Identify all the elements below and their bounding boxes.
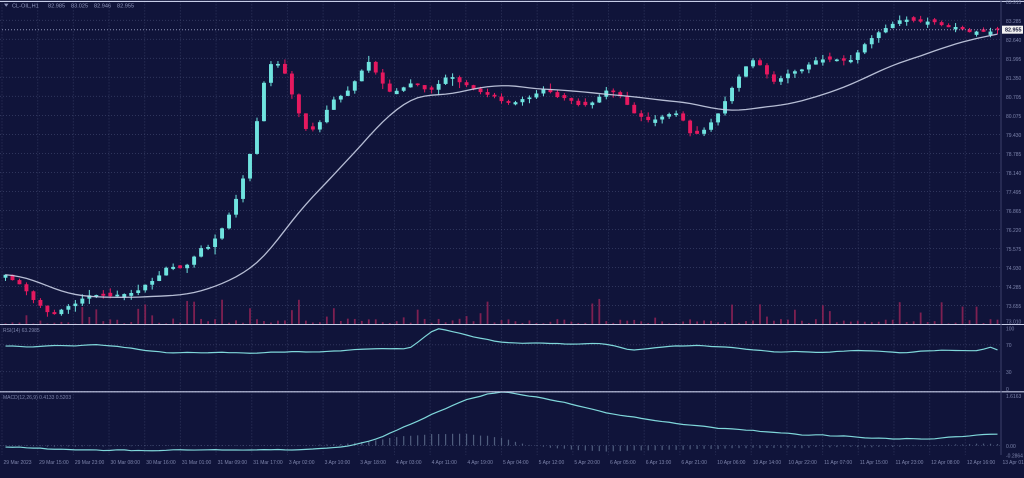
svg-text:30: 30 — [1006, 370, 1012, 376]
svg-text:83.915: 83.915 — [1006, 0, 1022, 6]
svg-text:10 Apr 22:00: 10 Apr 22:00 — [788, 460, 817, 466]
svg-text:6 Apr 13:00: 6 Apr 13:00 — [646, 460, 672, 466]
svg-text:73.010: 73.010 — [1006, 320, 1022, 326]
svg-text:31 Mar 01:00: 31 Mar 01:00 — [182, 460, 212, 466]
svg-text:3 Apr 18:00: 3 Apr 18:00 — [360, 460, 386, 466]
svg-text:80.075: 80.075 — [1006, 114, 1022, 120]
svg-text:83.285: 83.285 — [1006, 19, 1022, 25]
svg-text:73.655: 73.655 — [1006, 304, 1022, 310]
svg-text:11 Apr 15:00: 11 Apr 15:00 — [860, 460, 888, 466]
svg-text:5 Apr 04:00: 5 Apr 04:00 — [503, 460, 529, 466]
svg-text:81.995: 81.995 — [1006, 57, 1022, 63]
svg-text:83.025: 83.025 — [71, 3, 88, 9]
svg-text:5 Apr 12:00: 5 Apr 12:00 — [539, 460, 565, 466]
svg-text:77.495: 77.495 — [1006, 190, 1022, 196]
svg-text:11 Apr 07:00: 11 Apr 07:00 — [824, 460, 852, 466]
svg-text:74.285: 74.285 — [1006, 285, 1022, 291]
svg-text:10 Apr 14:00: 10 Apr 14:00 — [753, 460, 782, 466]
svg-text:82.640: 82.640 — [1006, 38, 1022, 44]
svg-text:31 Mar 09:00: 31 Mar 09:00 — [218, 460, 248, 466]
svg-text:0.00: 0.00 — [1006, 444, 1016, 450]
svg-text:6 Apr 21:00: 6 Apr 21:00 — [681, 460, 707, 466]
svg-text:11 Apr 23:00: 11 Apr 23:00 — [895, 460, 923, 466]
svg-text:30 Mar 16:00: 30 Mar 16:00 — [146, 460, 176, 466]
svg-text:79.430: 79.430 — [1006, 133, 1022, 139]
svg-text:75.575: 75.575 — [1006, 247, 1022, 253]
svg-text:13 Apr 01:00: 13 Apr 01:00 — [1003, 460, 1024, 466]
svg-text:3 Apr 10:00: 3 Apr 10:00 — [325, 460, 351, 466]
svg-text:3 Apr 02:00: 3 Apr 02:00 — [289, 460, 315, 466]
svg-text:4 Apr 19:00: 4 Apr 19:00 — [467, 460, 493, 466]
svg-text:76.220: 76.220 — [1006, 228, 1022, 234]
svg-text:100: 100 — [1006, 327, 1015, 333]
svg-text:1.6163: 1.6163 — [1006, 394, 1022, 400]
svg-text:RSI(14) 63.2985: RSI(14) 63.2985 — [3, 328, 40, 334]
svg-text:29 Mar 23:00: 29 Mar 23:00 — [75, 460, 105, 466]
svg-text:10 Apr 06:00: 10 Apr 06:00 — [717, 460, 746, 466]
svg-text:MACD(12,26,9) 0.4133 0.5203: MACD(12,26,9) 0.4133 0.5203 — [3, 395, 71, 401]
svg-text:78.785: 78.785 — [1006, 152, 1022, 158]
svg-text:12 Apr 08:00: 12 Apr 08:00 — [931, 460, 960, 466]
svg-text:82.946: 82.946 — [94, 3, 111, 9]
svg-text:4 Apr 11:00: 4 Apr 11:00 — [432, 460, 457, 466]
svg-text:CL-OIL,H1: CL-OIL,H1 — [12, 3, 39, 9]
svg-text:29 Mar 15:00: 29 Mar 15:00 — [39, 460, 69, 466]
svg-text:5 Apr 20:00: 5 Apr 20:00 — [574, 460, 600, 466]
svg-text:6 Apr 05:00: 6 Apr 05:00 — [610, 460, 636, 466]
svg-text:29 Mar 2023: 29 Mar 2023 — [4, 460, 32, 466]
svg-text:80.705: 80.705 — [1006, 95, 1022, 101]
svg-text:74.930: 74.930 — [1006, 266, 1022, 272]
svg-text:12 Apr 16:00: 12 Apr 16:00 — [967, 460, 996, 466]
svg-text:30 Mar 08:00: 30 Mar 08:00 — [111, 460, 141, 466]
svg-text:0: 0 — [1006, 387, 1009, 393]
svg-text:31 Mar 17:00: 31 Mar 17:00 — [253, 460, 283, 466]
svg-text:78.140: 78.140 — [1006, 171, 1022, 177]
svg-text:82.955: 82.955 — [117, 3, 134, 9]
svg-text:76.865: 76.865 — [1006, 209, 1022, 215]
svg-text:4 Apr 03:00: 4 Apr 03:00 — [396, 460, 422, 466]
svg-text:-0.2864: -0.2864 — [1006, 453, 1023, 459]
svg-text:82.985: 82.985 — [48, 3, 65, 9]
svg-text:82.955: 82.955 — [1005, 28, 1022, 34]
svg-text:81.350: 81.350 — [1006, 76, 1022, 82]
svg-text:70: 70 — [1006, 343, 1012, 349]
